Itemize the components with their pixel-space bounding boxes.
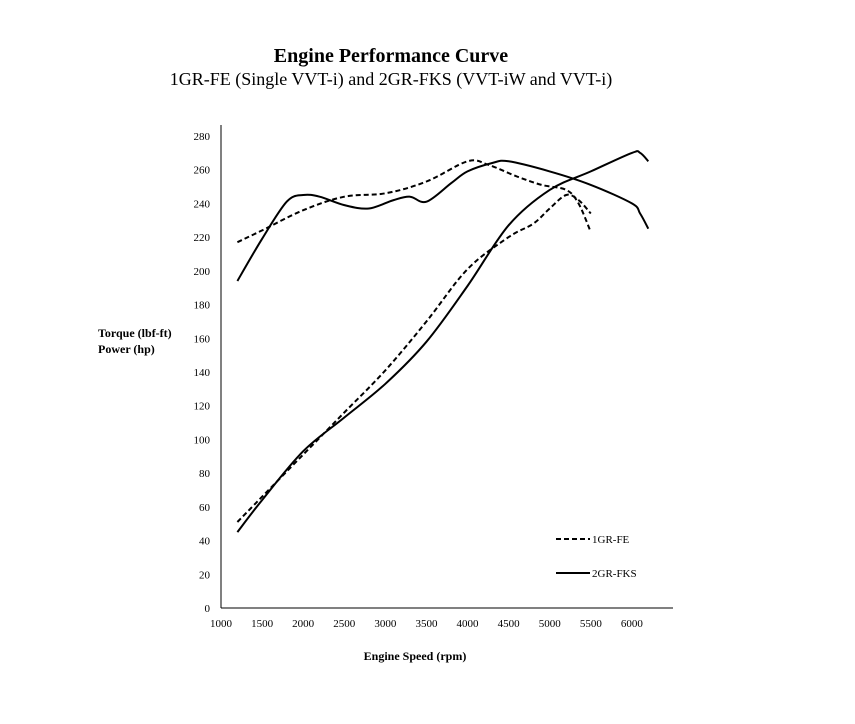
x-axis-label: Engine Speed (rpm) xyxy=(364,649,467,663)
y-tick-label: 260 xyxy=(194,165,211,177)
y-axis-label-torque: Torque (lbf-ft) xyxy=(98,326,172,340)
legend: 1GR-FE 2GR-FKS xyxy=(556,534,637,580)
y-tick-label: 40 xyxy=(199,536,211,548)
y-tick-label: 120 xyxy=(194,401,211,413)
chart-title: Engine Performance Curve xyxy=(273,45,509,67)
x-tick-label: 2500 xyxy=(333,618,356,630)
y-tick-label: 220 xyxy=(194,232,211,244)
x-tick-label: 3500 xyxy=(415,618,438,630)
series-line-2gr-fks-power xyxy=(236,150,650,533)
x-tick-label: 2000 xyxy=(292,618,315,630)
y-tick-label: 0 xyxy=(205,603,211,615)
x-tick-label: 6000 xyxy=(621,618,644,630)
series-line-2gr-fks-torque xyxy=(236,159,650,282)
x-tick-label: 5500 xyxy=(580,618,603,630)
series-line-1gr-fe-torque xyxy=(236,159,592,244)
y-tick-label: 160 xyxy=(194,333,211,345)
y-tick-label: 80 xyxy=(199,468,211,480)
x-tick-label: 1000 xyxy=(210,618,233,630)
y-tick-label: 140 xyxy=(194,367,211,379)
series-line-1gr-fe-power xyxy=(236,193,592,523)
y-tick-label: 60 xyxy=(199,502,211,514)
x-tick-label: 5000 xyxy=(539,618,562,630)
y-tick-label: 240 xyxy=(194,198,211,210)
tick-layer: 0 20 40 60 80 100 120 140 160 180 200 220 240 260 280 1… xyxy=(194,131,644,630)
x-tick-label: 1500 xyxy=(251,618,274,630)
x-tick-label: 4500 xyxy=(498,618,521,630)
legend-label-2gr-fks: 2GR-FKS xyxy=(592,568,637,580)
y-tick-label: 100 xyxy=(194,434,211,446)
legend-label-1gr-fe: 1GR-FE xyxy=(592,534,630,546)
y-tick-label: 180 xyxy=(194,300,211,312)
y-axis-label-power: Power (hp) xyxy=(98,342,155,356)
y-tick-label: 280 xyxy=(194,131,211,143)
x-tick-label: 3000 xyxy=(374,618,397,630)
series-layer xyxy=(236,150,650,533)
chart-subtitle: 1GR-FE (Single VVT-i) and 2GR-FKS (VVT-i… xyxy=(169,69,613,89)
x-tick-label: 4000 xyxy=(457,618,480,630)
y-tick-label: 200 xyxy=(194,266,211,278)
y-tick-label: 20 xyxy=(199,569,211,581)
